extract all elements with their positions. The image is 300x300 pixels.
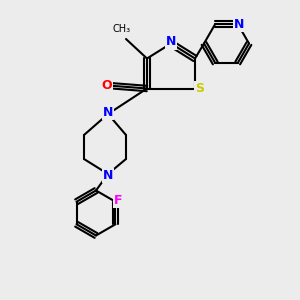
Text: N: N	[103, 169, 113, 182]
Text: CH₃: CH₃	[112, 25, 130, 34]
Text: N: N	[103, 106, 113, 119]
Text: S: S	[195, 82, 204, 95]
Text: N: N	[234, 17, 244, 31]
Text: F: F	[114, 194, 123, 207]
Text: O: O	[101, 79, 112, 92]
Text: N: N	[166, 35, 176, 49]
